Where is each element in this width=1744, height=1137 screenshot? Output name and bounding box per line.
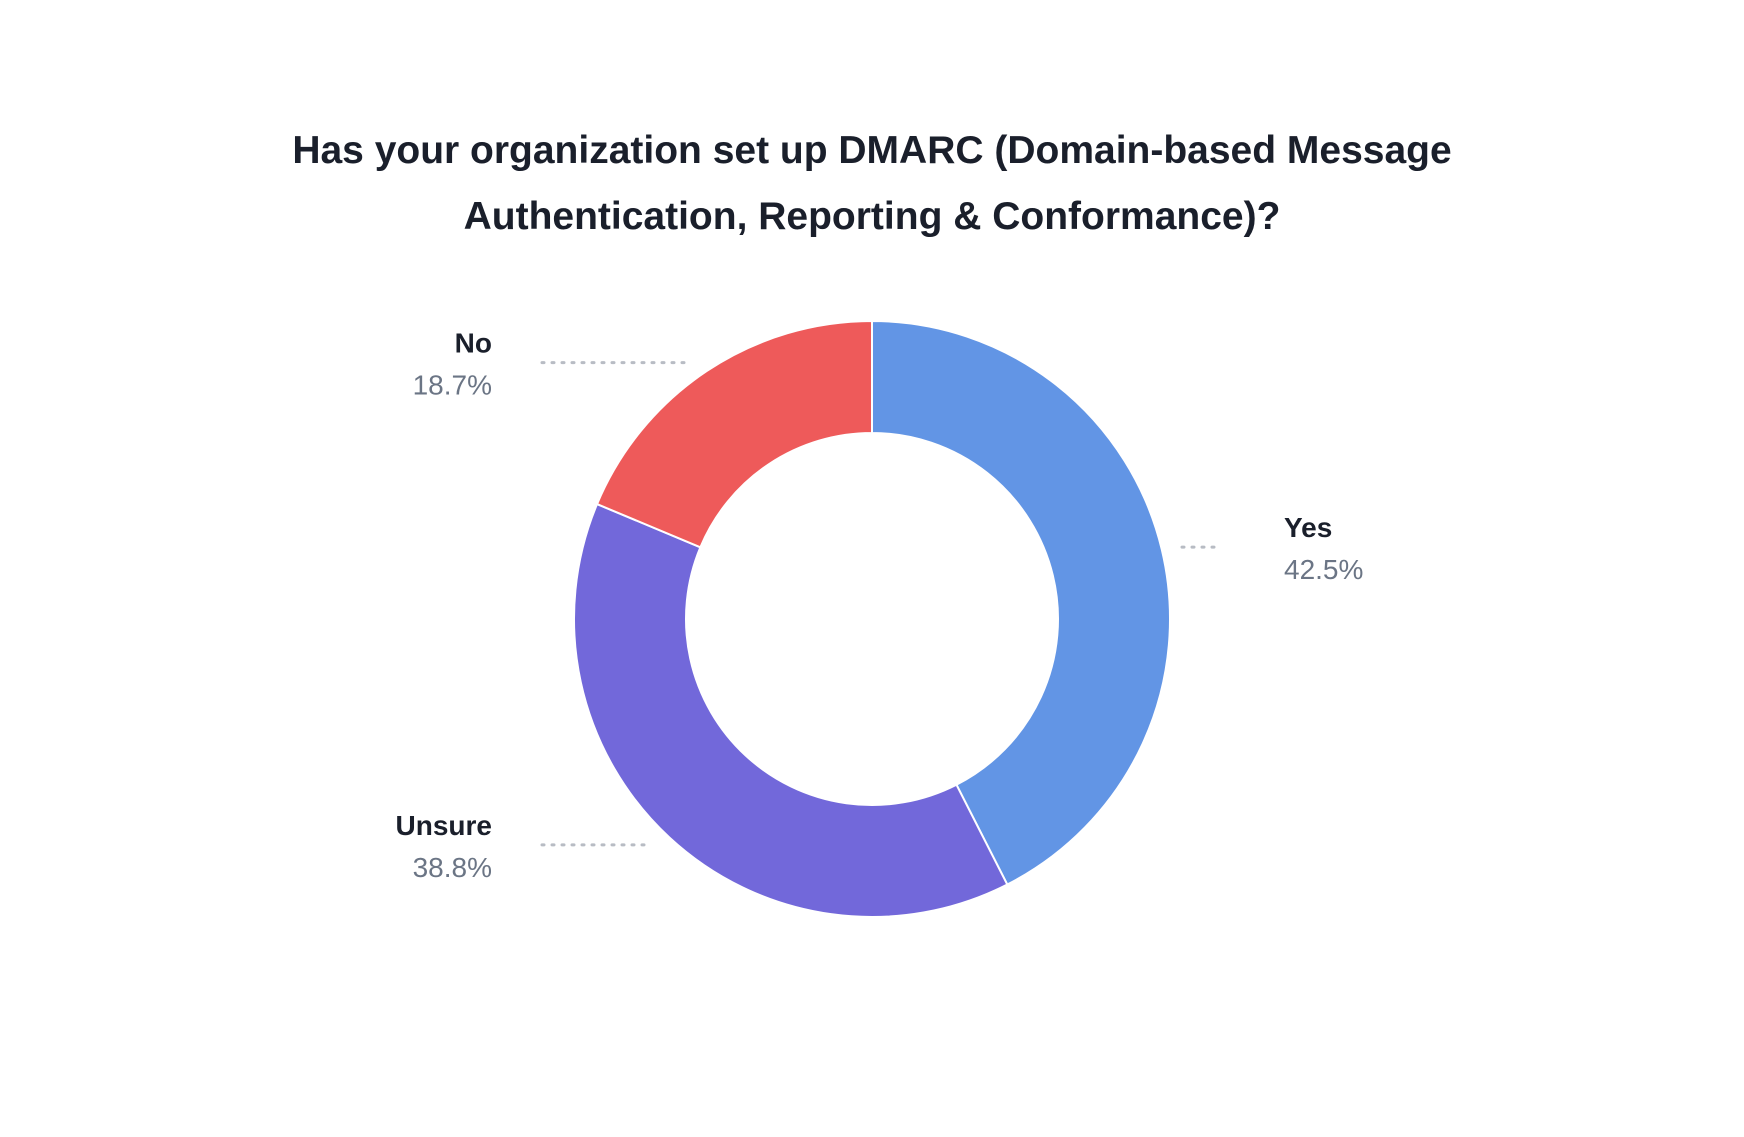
- slice-value-yes: 42.5%: [1284, 554, 1363, 585]
- leaders-layer: [540, 361, 1216, 847]
- labels-layer: Yes 42.5% Unsure 38.8% No 18.7%: [396, 328, 1364, 883]
- chart-title-line-2: Authentication, Reporting & Conformance)…: [463, 195, 1281, 238]
- slices-layer: [573, 319, 1171, 918]
- slice-no: [595, 319, 873, 549]
- slice-yes: [871, 319, 1171, 886]
- slice-label-no: No: [455, 328, 492, 359]
- slice-unsure: [573, 502, 1009, 918]
- slice-label-unsure: Unsure: [396, 810, 492, 841]
- slice-value-no: 18.7%: [413, 370, 492, 401]
- chart-title: Has your organization set up DMARC (Doma…: [0, 118, 1744, 250]
- slice-label-yes: Yes: [1284, 512, 1332, 543]
- slice-value-unsure: 38.8%: [413, 852, 492, 883]
- chart-title-line-1: Has your organization set up DMARC (Doma…: [292, 129, 1452, 172]
